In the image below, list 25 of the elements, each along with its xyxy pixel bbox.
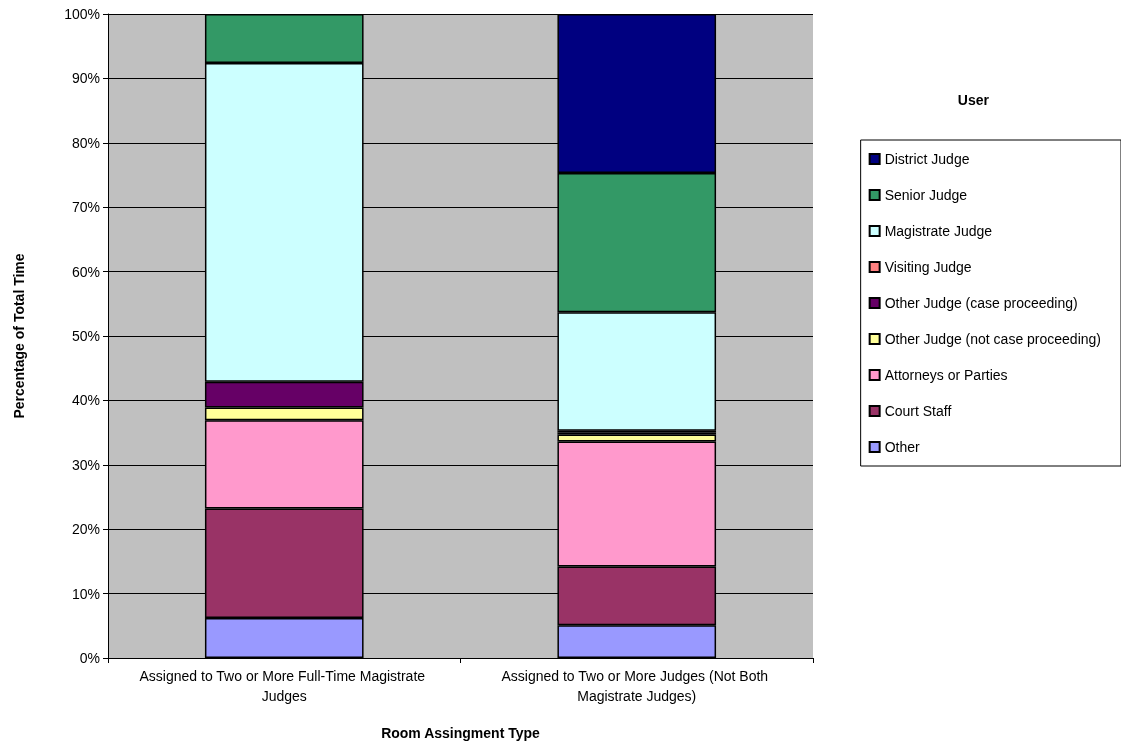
y-tick-label: 80% xyxy=(71,134,100,151)
y-tick-label: 30% xyxy=(71,456,100,473)
y-tick-label: 90% xyxy=(71,70,100,87)
y-tick-label: 60% xyxy=(71,263,100,280)
y-tick-label: 0% xyxy=(79,650,100,666)
legend-title: User xyxy=(957,92,990,108)
x-tick-label: Assigned to Two or More Full-Time Magistrate Judges xyxy=(139,668,429,704)
y-axis-title: Percentage of Total Time xyxy=(11,253,27,419)
y-tick-label: 50% xyxy=(71,328,100,344)
legend-label: Other xyxy=(884,439,920,455)
legend-label: Court Staff xyxy=(884,403,952,419)
legend-label: Attorneys or Parties xyxy=(884,367,1008,383)
y-tick-label: 100% xyxy=(64,6,100,22)
legend-label: Senior Judge xyxy=(884,187,968,203)
legend-label: Visiting Judge xyxy=(884,259,972,275)
legend-label: Other Judge (not case proceeding) xyxy=(884,331,1102,347)
y-tick-label: 10% xyxy=(71,585,100,602)
x-tick-label: Assigned to Two or More Judges (Not Both Magistrate Judges) xyxy=(501,668,773,704)
legend-label: Other Judge (case proceeding) xyxy=(884,295,1078,311)
legend-label: Magistrate Judge xyxy=(884,223,993,239)
x-axis-title: Room Assingment Type xyxy=(381,725,541,741)
y-tick-label: 40% xyxy=(71,392,100,409)
legend-label: District Judge xyxy=(884,151,970,167)
y-tick-label: 20% xyxy=(71,521,100,538)
y-tick-label: 70% xyxy=(71,199,100,216)
